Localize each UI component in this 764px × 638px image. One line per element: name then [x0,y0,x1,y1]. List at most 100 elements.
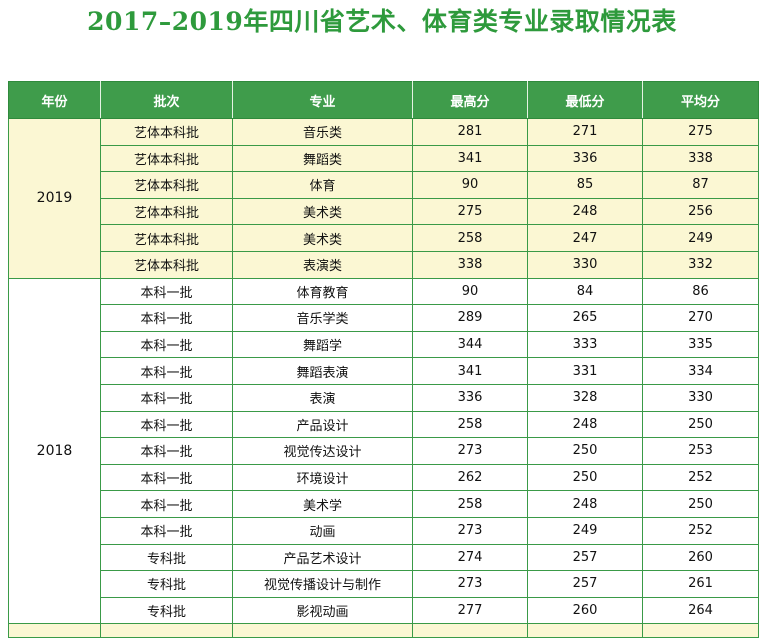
table-row: 本科一批 视觉传达设计 273 250 253 [9,437,759,465]
cell-year: 2019 [8,118,101,279]
cell-batch: 艺体本科批 [100,224,233,252]
cell-min-score: 248 [527,410,643,439]
cell-avg-score: 252 [642,516,759,545]
group-next-partial [8,623,759,638]
header-max-score: 最高分 [412,81,528,119]
cell-max-score: 90 [412,277,528,306]
table-row: 艺体本科批 表演类 338 330 332 [9,250,759,279]
table-row: 专科批 产品艺术设计 274 257 260 [9,543,759,572]
cell-major: 体育 [232,171,413,199]
table-row: 本科一批 表演 336 328 330 [9,383,759,412]
cell-min-score: 84 [527,277,643,306]
cell-max-score: 90 [412,171,528,199]
cell-batch: 艺体本科批 [100,197,233,226]
cell-min-score: 271 [527,118,643,146]
cell-batch: 本科一批 [100,516,233,545]
cell-batch: 艺体本科批 [100,144,233,173]
cell-min-score: 336 [527,144,643,173]
table-row: 艺体本科批 体育 90 85 87 [9,171,759,199]
cell-major: 舞蹈表演 [232,357,413,385]
cell-max-score: 277 [412,596,528,625]
cell-min-score: 260 [527,596,643,625]
cell-max-score: 336 [412,383,528,412]
cell-max-score: 273 [412,570,528,598]
cell-max-score: 273 [412,516,528,545]
table-header: 年份 批次 专业 最高分 最低分 平均分 [8,81,759,119]
table-row: 专科批 视觉传播设计与制作 273 257 261 [9,570,759,598]
cell-batch: 本科一批 [100,330,233,359]
cell-min-score: 85 [527,171,643,199]
cell-max-score: 258 [412,490,528,518]
cell-max-score: 273 [412,437,528,465]
table-row: 本科一批 音乐学类 289 265 270 [9,304,759,332]
cell-avg-score: 270 [642,304,759,332]
cell-avg-score: 250 [642,490,759,518]
cell-max-score: 289 [412,304,528,332]
cell-avg-score: 261 [642,570,759,598]
cell-max-score: 341 [412,144,528,173]
cell-avg-score: 338 [642,144,759,173]
table-row: 2018 本科一批 体育教育 90 84 86 [8,277,759,625]
page-title: 2017–2019年四川省艺术、体育类专业录取情况表 [87,7,677,36]
table-row: 本科一批 舞蹈表演 341 331 334 [9,357,759,385]
cell-batch: 专科批 [100,570,233,598]
cell-empty [642,623,759,638]
cell-min-score: 257 [527,570,643,598]
cell-major: 美术类 [232,197,413,226]
cell-empty [232,623,413,638]
cell-year: 2018 [8,277,101,625]
cell-min-score: 265 [527,304,643,332]
cell-min-score: 247 [527,224,643,252]
header-batch: 批次 [100,81,233,119]
cell-batch: 本科一批 [100,437,233,465]
cell-min-score: 331 [527,357,643,385]
cell-avg-score: 86 [642,277,759,306]
cell-major: 表演 [232,383,413,412]
cell-batch: 艺体本科批 [100,118,233,146]
cell-min-score: 330 [527,250,643,279]
cell-major: 舞蹈类 [232,144,413,173]
table-row-partial [8,623,759,638]
cell-major: 表演类 [232,250,413,279]
cell-min-score: 248 [527,490,643,518]
cell-empty [8,623,101,638]
cell-avg-score: 250 [642,410,759,439]
cell-major: 视觉传达设计 [232,437,413,465]
admission-table: 年份 批次 专业 最高分 最低分 平均分 2019 艺体本科批 音乐类 281 271 2… [8,81,759,638]
cell-batch: 艺体本科批 [100,171,233,199]
cell-major: 舞蹈学 [232,330,413,359]
cell-major: 音乐学类 [232,304,413,332]
cell-min-score: 333 [527,330,643,359]
table-row: 本科一批 舞蹈学 344 333 335 [9,330,759,359]
cell-major: 视觉传播设计与制作 [232,570,413,598]
cell-major: 产品艺术设计 [232,543,413,572]
cell-batch: 专科批 [100,596,233,625]
cell-max-score: 258 [412,410,528,439]
cell-max-score: 274 [412,543,528,572]
cell-major: 美术类 [232,224,413,252]
cell-avg-score: 260 [642,543,759,572]
cell-empty [527,623,643,638]
cell-batch: 本科一批 [100,357,233,385]
table-row: 专科批 影视动画 277 260 264 [9,596,759,625]
cell-avg-score: 334 [642,357,759,385]
cell-min-score: 250 [527,437,643,465]
cell-major: 影视动画 [232,596,413,625]
cell-major: 美术学 [232,490,413,518]
cell-batch: 本科一批 [100,383,233,412]
cell-batch: 本科一批 [100,277,233,306]
cell-major: 动画 [232,516,413,545]
table-row: 本科一批 产品设计 258 248 250 [9,410,759,439]
header-avg-score: 平均分 [642,81,759,119]
cell-major: 产品设计 [232,410,413,439]
cell-avg-score: 330 [642,383,759,412]
table-row: 艺体本科批 美术类 258 247 249 [9,224,759,252]
cell-avg-score: 249 [642,224,759,252]
table-row: 本科一批 环境设计 262 250 252 [9,463,759,492]
cell-max-score: 338 [412,250,528,279]
cell-avg-score: 335 [642,330,759,359]
cell-batch: 专科批 [100,543,233,572]
cell-major: 音乐类 [232,118,413,146]
cell-major: 体育教育 [232,277,413,306]
cell-avg-score: 264 [642,596,759,625]
